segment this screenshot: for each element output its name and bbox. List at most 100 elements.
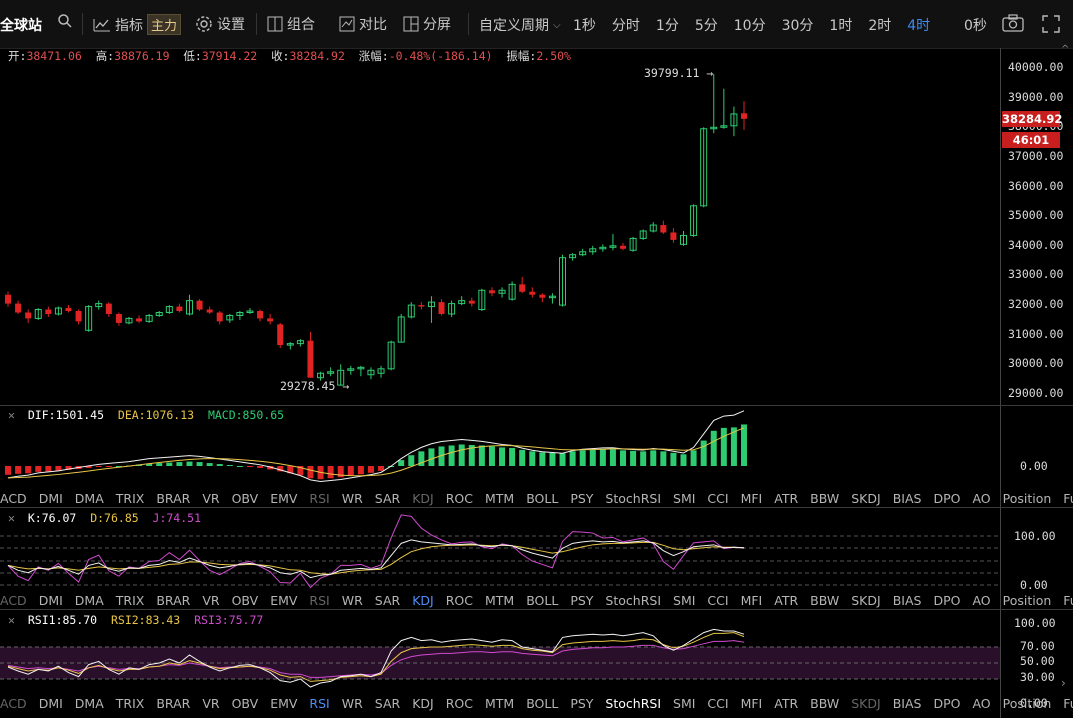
indicator-tab-obv[interactable]: OBV	[231, 592, 259, 608]
compare-button[interactable]: 对比	[339, 14, 387, 34]
chevron-up-icon[interactable]: ^	[1061, 44, 1070, 55]
indicator-tab-ao[interactable]: AO	[972, 695, 991, 711]
indicators-button[interactable]: 指标 主力	[93, 14, 182, 35]
custom-period-dropdown[interactable]: 自定义周期 ⌵	[479, 15, 561, 35]
site-selector[interactable]: 全球站	[0, 15, 42, 35]
period-3[interactable]: 5分	[694, 18, 718, 34]
indicator-tab-smi[interactable]: SMI	[673, 592, 696, 608]
close-icon[interactable]: ✕	[8, 408, 15, 422]
indicator-tab-trix[interactable]: TRIX	[115, 592, 145, 608]
indicator-tab-skdj[interactable]: SKDJ	[851, 592, 881, 608]
indicator-tab-obv[interactable]: OBV	[231, 490, 259, 506]
indicator-tab-position[interactable]: Position	[1002, 592, 1052, 608]
chevron-right-icon[interactable]: ›	[1061, 676, 1066, 690]
indicator-tab-dmi[interactable]: DMI	[38, 695, 63, 711]
indicator-tab-rsi[interactable]: RSI	[309, 695, 330, 711]
indicator-tab-wr[interactable]: WR	[341, 490, 363, 506]
indicator-tab-emv[interactable]: EMV	[270, 490, 298, 506]
indicator-tab-boll[interactable]: BOLL	[526, 592, 559, 608]
indicator-tab-brar[interactable]: BRAR	[156, 592, 191, 608]
indicator-tab-dpo[interactable]: DPO	[933, 592, 961, 608]
period-2[interactable]: 1分	[655, 18, 679, 34]
indicator-tab-wr[interactable]: WR	[341, 592, 363, 608]
indicator-tab-dma[interactable]: DMA	[74, 592, 104, 608]
indicator-tab-fundflow[interactable]: Fundflow	[1063, 695, 1073, 711]
indicator-tab-obv[interactable]: OBV	[231, 695, 259, 711]
indicator-tab-sar[interactable]: SAR	[374, 490, 401, 506]
indicator-tab-skdj[interactable]: SKDJ	[851, 695, 881, 711]
indicator-tab-atr[interactable]: ATR	[774, 592, 799, 608]
indicator-tab-emv[interactable]: EMV	[270, 695, 298, 711]
indicator-tab-mtm[interactable]: MTM	[484, 592, 515, 608]
indicator-tab-stochrsi[interactable]: StochRSI	[605, 592, 662, 608]
indicator-tab-bias[interactable]: BIAS	[892, 695, 922, 711]
indicator-tab-mfi[interactable]: MFI	[740, 695, 763, 711]
period-7[interactable]: 2时	[868, 18, 892, 34]
period-8[interactable]: 4时	[907, 18, 931, 34]
indicator-tab-roc[interactable]: ROC	[445, 695, 473, 711]
indicator-tab-smi[interactable]: SMI	[673, 490, 696, 506]
indicator-tab-position[interactable]: Position	[1002, 695, 1052, 711]
indicator-tab-vr[interactable]: VR	[202, 695, 220, 711]
indicator-tab-cci[interactable]: CCI	[707, 592, 729, 608]
indicator-tab-cci[interactable]: CCI	[707, 695, 729, 711]
indicator-tab-sar[interactable]: SAR	[374, 592, 401, 608]
indicator-tab-kdj[interactable]: KDJ	[412, 490, 434, 506]
indicator-tab-smi[interactable]: SMI	[673, 695, 696, 711]
fullscreen-icon[interactable]	[1042, 15, 1060, 37]
indicator-tab-dma[interactable]: DMA	[74, 490, 104, 506]
indicator-tab-boll[interactable]: BOLL	[526, 695, 559, 711]
indicator-tab-stochrsi[interactable]: StochRSI	[605, 490, 662, 506]
indicator-tab-bbw[interactable]: BBW	[810, 695, 840, 711]
indicator-tab-dmi[interactable]: DMI	[38, 592, 63, 608]
period-1[interactable]: 分时	[611, 18, 640, 34]
indicator-tab-psy[interactable]: PSY	[570, 592, 594, 608]
indicator-tab-roc[interactable]: ROC	[445, 490, 473, 506]
settings-button[interactable]: 设置	[195, 14, 245, 34]
indicator-tab-ao[interactable]: AO	[972, 490, 991, 506]
indicator-tab-bias[interactable]: BIAS	[892, 490, 922, 506]
period-4[interactable]: 10分	[733, 18, 766, 34]
indicator-tab-bbw[interactable]: BBW	[810, 592, 840, 608]
indicator-tab-psy[interactable]: PSY	[570, 490, 594, 506]
indicator-tab-dmi[interactable]: DMI	[38, 490, 63, 506]
indicator-tab-stochrsi[interactable]: StochRSI	[605, 695, 662, 711]
indicator-tab-kdj[interactable]: KDJ	[412, 592, 434, 608]
split-screen-button[interactable]: 分屏	[403, 14, 451, 34]
indicator-tab-atr[interactable]: ATR	[774, 695, 799, 711]
indicator-tab-kdj[interactable]: KDJ	[412, 695, 434, 711]
indicator-tab-boll[interactable]: BOLL	[526, 490, 559, 506]
indicator-tab-cci[interactable]: CCI	[707, 490, 729, 506]
indicator-tab-rsi[interactable]: RSI	[309, 490, 330, 506]
indicator-tab-position[interactable]: Position	[1002, 490, 1052, 506]
indicator-tab-trix[interactable]: TRIX	[115, 490, 145, 506]
indicator-tab-brar[interactable]: BRAR	[156, 695, 191, 711]
indicator-tab-rsi[interactable]: RSI	[309, 592, 330, 608]
indicator-tab-bbw[interactable]: BBW	[810, 490, 840, 506]
indicator-tab-dma[interactable]: DMA	[74, 695, 104, 711]
period-5[interactable]: 30分	[781, 18, 814, 34]
indicator-tab-mfi[interactable]: MFI	[740, 592, 763, 608]
indicator-tab-vr[interactable]: VR	[202, 592, 220, 608]
close-icon[interactable]: ✕	[8, 613, 15, 627]
indicator-tab-roc[interactable]: ROC	[445, 592, 473, 608]
close-icon[interactable]: ✕	[8, 511, 15, 525]
indicator-tab-skdj[interactable]: SKDJ	[851, 490, 881, 506]
period-6[interactable]: 1时	[829, 18, 853, 34]
camera-icon[interactable]	[1002, 14, 1024, 36]
indicator-tab-mtm[interactable]: MTM	[484, 695, 515, 711]
indicator-tab-acd[interactable]: ACD	[0, 592, 27, 608]
indicator-tab-vr[interactable]: VR	[202, 490, 220, 506]
indicator-tab-psy[interactable]: PSY	[570, 695, 594, 711]
indicator-tab-dpo[interactable]: DPO	[933, 695, 961, 711]
indicator-tab-acd[interactable]: ACD	[0, 695, 27, 711]
indicator-tab-acd[interactable]: ACD	[0, 490, 27, 506]
indicator-tab-wr[interactable]: WR	[341, 695, 363, 711]
indicator-tab-emv[interactable]: EMV	[270, 592, 298, 608]
period-0[interactable]: 1秒	[573, 18, 596, 34]
combo-button[interactable]: 组合	[267, 14, 315, 34]
indicator-tab-sar[interactable]: SAR	[374, 695, 401, 711]
indicator-tab-ao[interactable]: AO	[972, 592, 991, 608]
indicator-tab-bias[interactable]: BIAS	[892, 592, 922, 608]
